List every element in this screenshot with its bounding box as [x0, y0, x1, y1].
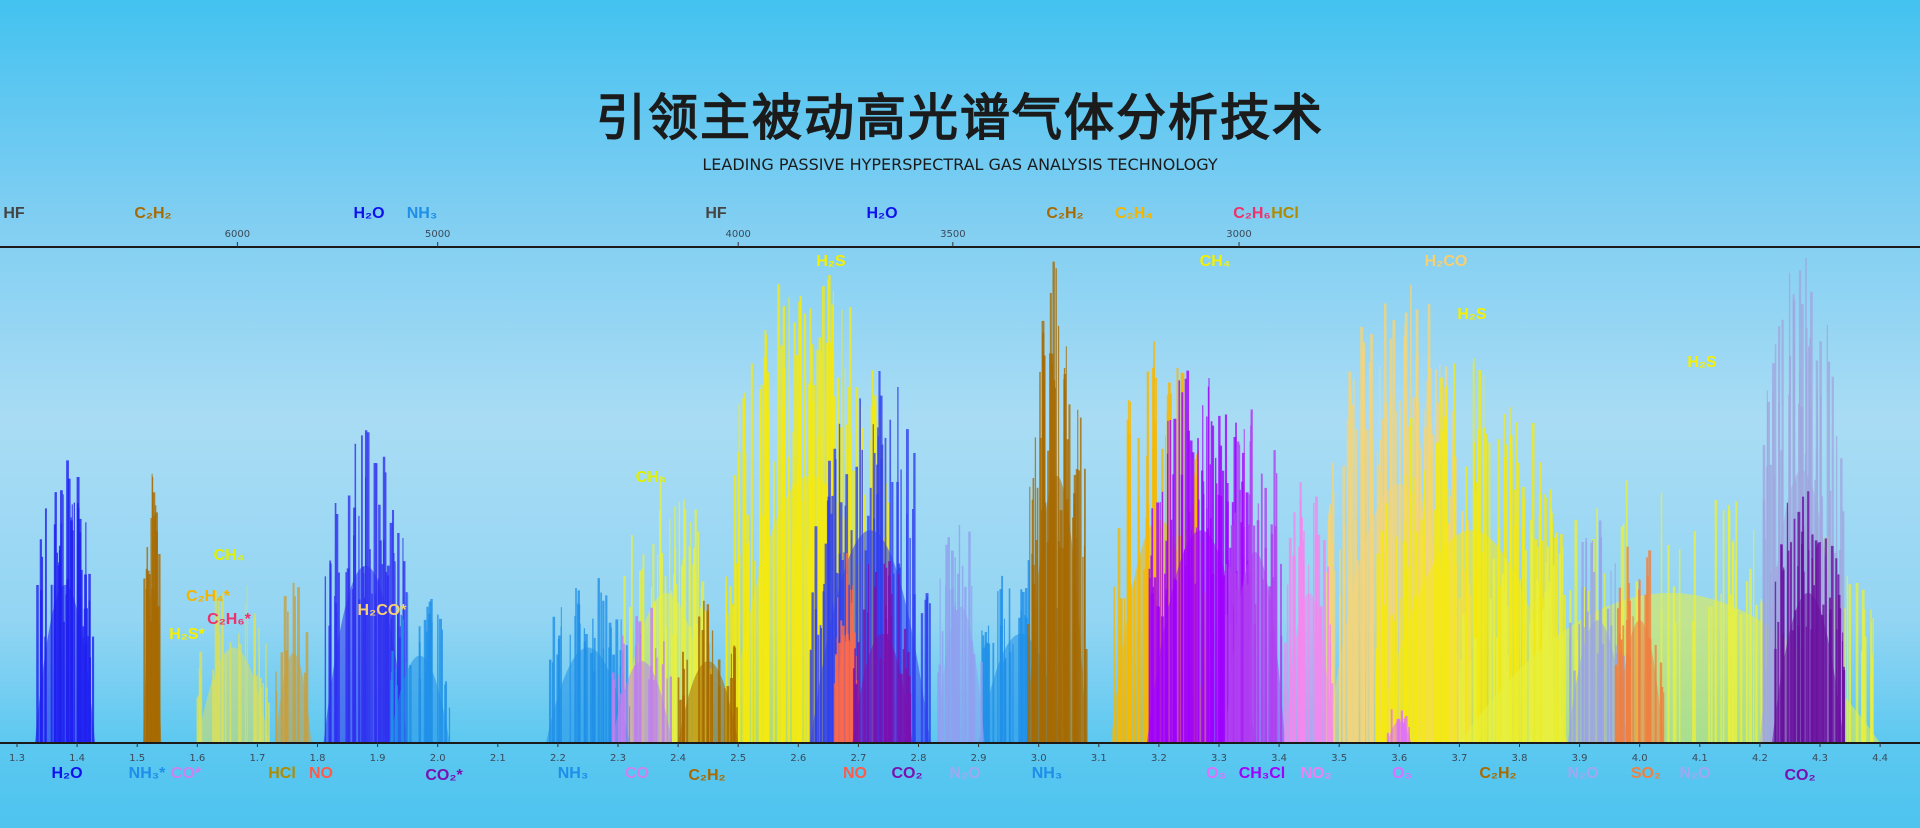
bottom-label: C₂H₂	[688, 767, 726, 784]
x-tick-label: 2.6	[790, 753, 806, 764]
x-tick-label: 4.3	[1812, 753, 1828, 764]
bottom-label: N₂O	[1567, 765, 1599, 782]
plot-label: C₂H₄*	[185, 588, 231, 605]
plot-label: H₂S	[816, 253, 846, 270]
top-tick-label: 6000	[225, 229, 250, 240]
x-tick-label: 3.5	[1331, 753, 1347, 764]
top-tick-label: 4000	[725, 229, 750, 240]
x-tick-label: 4.0	[1632, 753, 1648, 764]
top-label: HF	[705, 205, 727, 222]
plot-label: C₂H₆*	[207, 611, 251, 628]
x-tick-label: 1.5	[129, 753, 145, 764]
bottom-label: C₂H₂	[1479, 765, 1517, 782]
bottom-label: NO₂	[1300, 765, 1332, 782]
bottom-label: H₂O	[51, 765, 83, 782]
top-tick-label: 5000	[425, 229, 450, 240]
top-tick-label: 3000	[1226, 229, 1251, 240]
top-label: H₂O	[866, 205, 898, 222]
page-title: 引领主被动高光谱气体分析技术	[596, 89, 1324, 147]
bottom-label: CO	[625, 765, 649, 782]
plot-label: H₂S	[1687, 354, 1717, 371]
x-tick-label: 1.9	[370, 753, 386, 764]
bottom-label: NH₃	[557, 765, 589, 782]
x-tick-label: 1.4	[69, 753, 85, 764]
x-tick-label: 1.6	[189, 753, 205, 764]
bottom-label: CO₂	[891, 765, 923, 782]
top-label: HCl	[1271, 205, 1299, 222]
plot-label: H₂S*	[169, 626, 205, 643]
x-tick-label: 3.2	[1151, 753, 1167, 764]
x-tick-label: 2.3	[610, 753, 626, 764]
bottom-label: NO	[843, 765, 867, 782]
top-label: C₂H₂	[134, 205, 172, 222]
x-tick-label: 4.2	[1752, 753, 1768, 764]
x-tick-label: 3.3	[1211, 753, 1227, 764]
x-tick-label: 1.3	[9, 753, 25, 764]
bottom-label: N₂O	[949, 765, 981, 782]
x-tick-label: 2.0	[430, 753, 446, 764]
x-tick-label: 2.4	[670, 753, 686, 764]
plot-label: H₂CO*	[357, 602, 407, 619]
x-tick-label: 3.8	[1512, 753, 1528, 764]
top-label: NH₃	[406, 205, 438, 222]
x-tick-label: 2.5	[730, 753, 746, 764]
top-label: HF	[3, 205, 25, 222]
top-label: C₂H₄	[1115, 205, 1153, 222]
bottom-label: NH₃	[1031, 765, 1063, 782]
bottom-label: SO₂	[1630, 765, 1662, 782]
bottom-label: CH₃Cl	[1238, 765, 1286, 782]
bottom-label: O₃	[1206, 765, 1226, 782]
x-tick-label: 2.8	[911, 753, 927, 764]
x-tick-label: 3.4	[1271, 753, 1287, 764]
x-tick-label: 3.1	[1091, 753, 1107, 764]
plot-label: CH₄	[635, 469, 667, 486]
band-n2o	[936, 606, 985, 743]
x-tick-label: 3.7	[1451, 753, 1467, 764]
bottom-label: O₃	[1392, 765, 1412, 782]
x-tick-label: 3.9	[1572, 753, 1588, 764]
bottom-label: NH₃*	[128, 765, 166, 782]
top-label: H₂O	[353, 205, 385, 222]
x-tick-label: 3.6	[1391, 753, 1407, 764]
x-tick-label: 4.4	[1872, 753, 1888, 764]
page-subtitle: LEADING PASSIVE HYPERSPECTRAL GAS ANALYS…	[702, 155, 1218, 174]
bottom-label: CO*	[170, 765, 202, 782]
top-label: C₂H₆	[1233, 205, 1271, 222]
top-label: C₂H₂	[1046, 205, 1084, 222]
plot-label: CH₄	[1199, 253, 1231, 270]
bottom-label: N₂O	[1679, 765, 1711, 782]
x-tick-label: 3.0	[1031, 753, 1047, 764]
plot-label: H₂CO	[1424, 253, 1468, 270]
plot-label: CH₄	[213, 547, 245, 564]
bottom-label: CO₂*	[425, 767, 463, 784]
bottom-label: CO₂	[1784, 767, 1816, 784]
x-tick-label: 2.2	[550, 753, 566, 764]
x-tick-label: 2.1	[490, 753, 506, 764]
top-tick-label: 3500	[940, 229, 965, 240]
plot-label: H₂S	[1457, 306, 1487, 323]
bottom-label: NO	[309, 765, 333, 782]
x-tick-label: 1.8	[310, 753, 326, 764]
x-tick-label: 1.7	[249, 753, 265, 764]
bottom-label: HCl	[268, 765, 296, 782]
x-tick-label: 4.1	[1692, 753, 1708, 764]
x-tick-label: 2.7	[850, 753, 866, 764]
x-tick-label: 2.9	[971, 753, 987, 764]
